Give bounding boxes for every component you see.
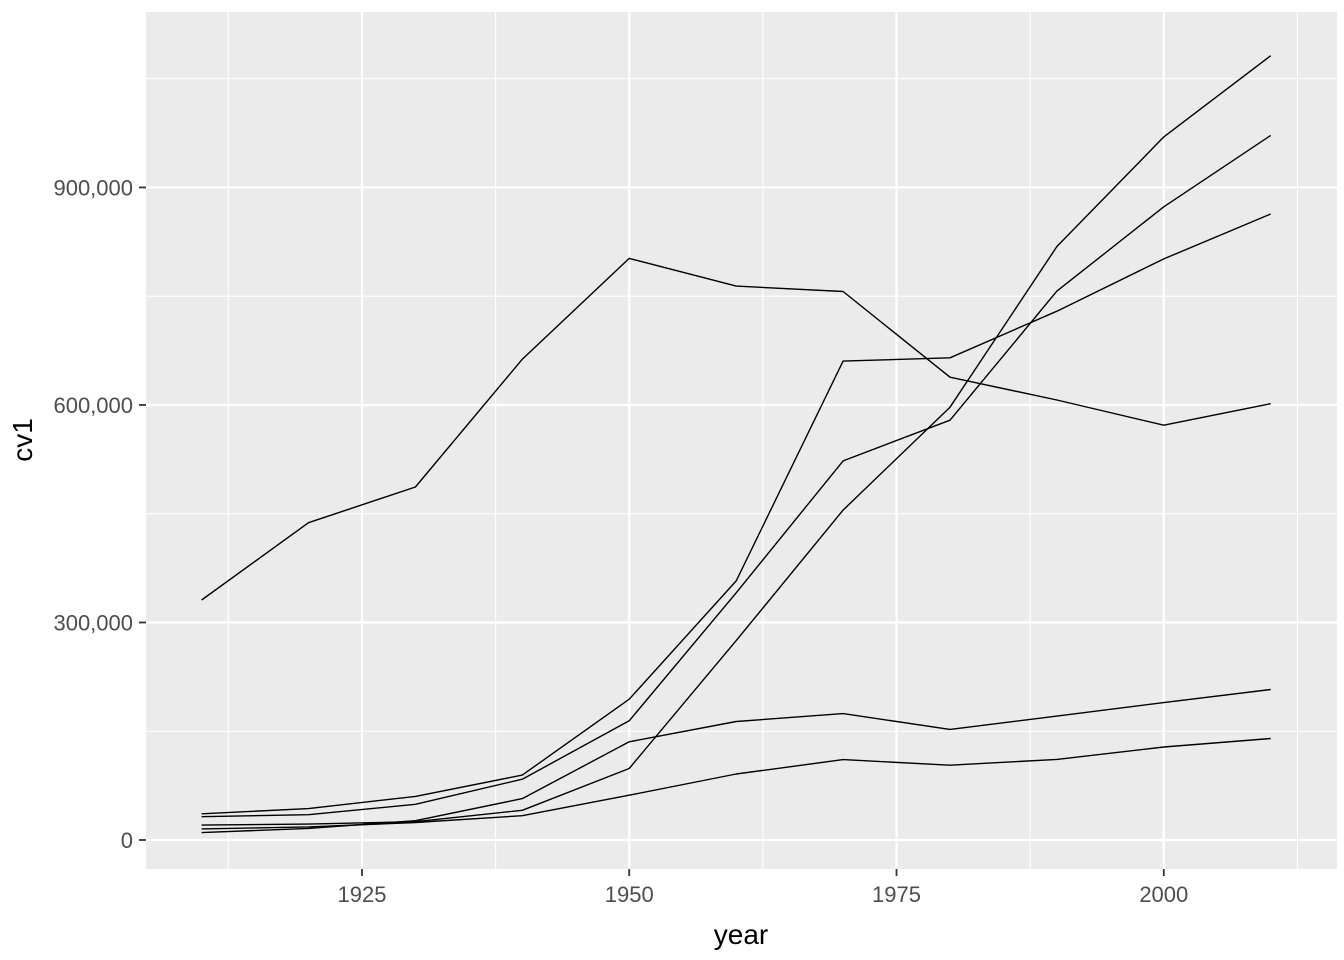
y-axis-title: cv1 [7, 418, 38, 462]
axis-tick-labels: 1925 1950 1975 2000 0 300,000 600,000 900,000 [53, 175, 1188, 907]
x-tick-label: 2000 [1139, 882, 1188, 907]
y-tick-label: 600,000 [53, 393, 133, 418]
y-tick-label: 900,000 [53, 175, 133, 200]
data-lines [201, 55, 1272, 834]
data-line-series-1 [201, 257, 1271, 601]
x-tick-label: 1975 [872, 882, 921, 907]
data-line-series-4 [201, 213, 1271, 815]
plot-panel-layer [146, 12, 1337, 869]
plot-panel [146, 12, 1337, 869]
data-line-series-6 [201, 737, 1271, 830]
minor-gridlines [146, 12, 1337, 869]
y-tick-label: 300,000 [53, 610, 133, 635]
x-axis-title: year [714, 919, 768, 950]
data-line-series-3 [201, 134, 1272, 818]
y-tick-label: 0 [121, 828, 133, 853]
major-gridlines [146, 12, 1337, 869]
data-line-series-2 [201, 55, 1272, 826]
x-tick-label: 1925 [337, 882, 386, 907]
x-tick-label: 1950 [605, 882, 654, 907]
axis-ticks [139, 186, 1165, 876]
